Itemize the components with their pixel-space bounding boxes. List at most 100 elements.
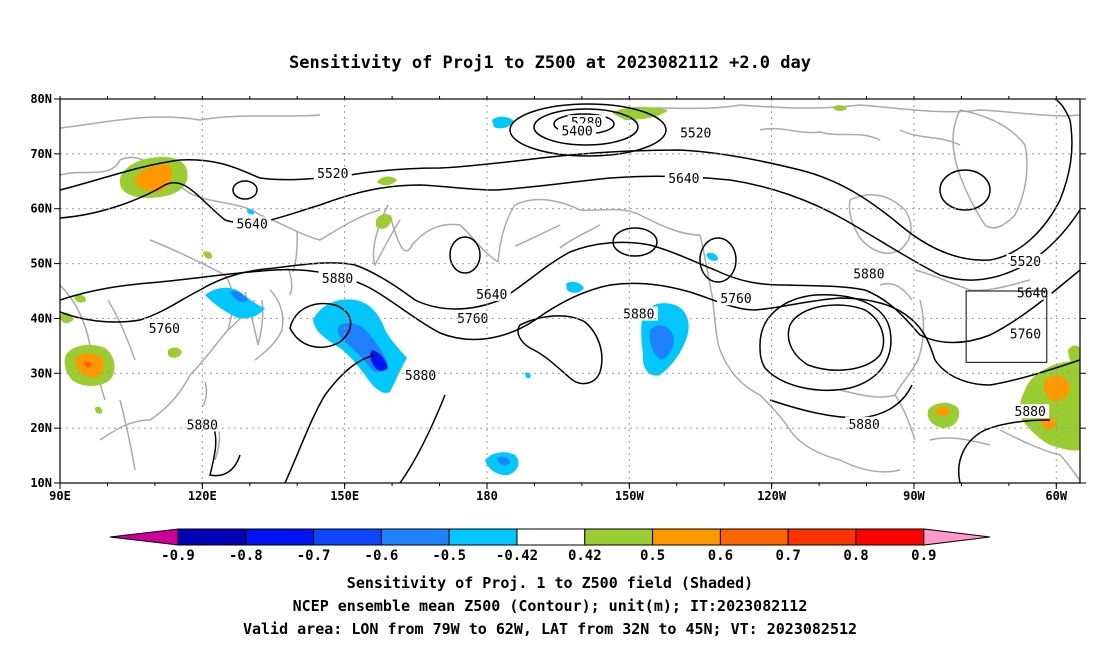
contour-label: 5880 [322, 272, 353, 287]
contour-label-bg [1013, 285, 1052, 300]
colorbar-label: -0.42 [496, 548, 538, 564]
neg-region-small-4 [525, 372, 531, 379]
footer-line-3: Valid area: LON from 79W to 62W, LAT fro… [243, 620, 857, 638]
contour-label-bg [1006, 253, 1045, 268]
lat-tick-label: 80N [30, 92, 52, 106]
contour-label-bg [558, 123, 597, 138]
lat-tick-label: 60N [30, 202, 52, 216]
pos-region-atlantic-edge [1068, 345, 1080, 370]
colorbar-label: 0.7 [776, 548, 801, 564]
neg-region-northeast-pacific-core [649, 325, 674, 360]
contour-label: 5760 [1010, 327, 1041, 342]
contour-label-bg [233, 216, 272, 231]
pos-region-india-peak [84, 361, 92, 368]
colorbar-segment [584, 528, 654, 546]
contour-label: 5640 [668, 172, 699, 187]
lon-tick-label: 90E [49, 489, 71, 503]
pos-region-small-2 [376, 214, 392, 229]
lat-tick-label: 50N [30, 257, 52, 271]
lon-tick-label: 120W [757, 489, 787, 503]
contour-label: 5640 [476, 288, 507, 303]
contour-label: 5760 [457, 312, 488, 327]
neg-region-small-3 [247, 209, 255, 215]
neg-region-small-1 [566, 281, 584, 293]
lat-tick-label: 10N [30, 476, 52, 490]
footer-line-2: NCEP ensemble mean Z500 (Contour); unit(… [293, 597, 808, 615]
positive-sensitivity-shading [60, 105, 1080, 451]
colorbar-segment [177, 528, 247, 546]
contour-label: 5880 [853, 268, 884, 283]
lat-tick-label: 20N [30, 421, 52, 435]
contour-label: 5640 [236, 218, 267, 233]
contour-label: 5880 [1015, 405, 1046, 420]
lat-tick-label: 40N [30, 311, 52, 325]
colorbar-left-arrow [109, 528, 179, 546]
colorbar-label: -0.5 [432, 548, 466, 564]
colorbar-segment [516, 528, 586, 546]
colorbar-label: 0.6 [708, 548, 733, 564]
lon-tick-label: 180 [476, 489, 498, 503]
contour-label: 5520 [1010, 255, 1041, 270]
contour-label: 5880 [848, 418, 879, 433]
contour-label-bg [845, 416, 884, 431]
pos-region-caribbean-core [935, 406, 950, 417]
colorbar-right-arrow [923, 528, 991, 546]
lon-tick-label: 60W [1045, 489, 1067, 503]
contour-label-bg [318, 270, 357, 285]
contour-label-bg [1011, 404, 1050, 419]
colorbar-segment [855, 528, 925, 546]
z500-contours [60, 99, 1080, 483]
lat-tick-label: 30N [30, 366, 52, 380]
colorbar: -0.9 -0.8 -0.7 -0.6 -0.5 -0.42 0.42 0.5 0.6 0.7 0.… [109, 528, 991, 564]
pos-region-small-1 [377, 176, 397, 186]
contour-label-bg [717, 291, 756, 306]
neg-region-arctic [492, 116, 514, 129]
contour-label: 5520 [680, 127, 711, 142]
pos-region-atlantic-core [1044, 375, 1070, 402]
contour-label-bg [1006, 326, 1045, 341]
colorbar-segment [313, 528, 382, 546]
colorbar-label: -0.6 [365, 548, 399, 564]
colorbar-label: 0.8 [843, 548, 868, 564]
colorbar-segment [652, 528, 721, 546]
map-title: Sensitivity of Proj1 to Z500 at 20230821… [289, 53, 811, 73]
pos-region-small-8 [95, 406, 103, 414]
colorbar-label: -0.8 [229, 548, 263, 564]
contour-label: 5880 [623, 308, 654, 323]
lon-tick-label: 150E [330, 489, 359, 503]
contour-label-bg [472, 286, 511, 301]
contour-label: 5400 [561, 124, 592, 139]
contour-label-bg [676, 125, 715, 140]
contour-label: 5520 [317, 167, 348, 182]
colorbar-segment [380, 528, 450, 546]
colorbar-label: 0.42 [568, 548, 602, 564]
neg-region-japan-core [230, 291, 248, 302]
contour-label: 5760 [149, 322, 180, 337]
colorbar-label: -0.9 [161, 548, 195, 564]
pos-region-small-6 [74, 294, 86, 303]
axis-ticks: 10N 20N 30N 40N 50N 60N 70N 80N 90E 120E 150E 180 15… [30, 92, 1086, 503]
neg-region-small-2 [706, 252, 718, 261]
map-frame [59, 98, 1081, 484]
colorbar-segment [787, 528, 857, 546]
pos-region-siberia-core [135, 164, 172, 192]
contour-label: 5880 [187, 418, 218, 433]
contour-label-bg [313, 166, 352, 181]
colorbar-label: 0.9 [911, 548, 936, 564]
map-panel: 5280540055205520564056405880564057605880… [30, 92, 1086, 503]
contour-label-bg [453, 310, 492, 325]
contour-label: 5880 [405, 369, 436, 384]
colorbar-label: -0.7 [297, 548, 331, 564]
contour-label-bg [849, 266, 888, 281]
contour-label: 5640 [1017, 287, 1048, 302]
pos-region-small-3 [832, 105, 847, 112]
contour-label-bg [145, 320, 184, 335]
colorbar-segment [245, 528, 315, 546]
footer-line-1: Sensitivity of Proj. 1 to Z500 field (Sh… [347, 574, 753, 592]
colorbar-segment [448, 528, 518, 546]
neg-region-japan [205, 287, 265, 319]
contour-label-bg [664, 171, 703, 186]
coastlines [60, 104, 1080, 481]
contour-label: 5760 [720, 292, 751, 307]
pos-region-small-4 [168, 347, 182, 358]
